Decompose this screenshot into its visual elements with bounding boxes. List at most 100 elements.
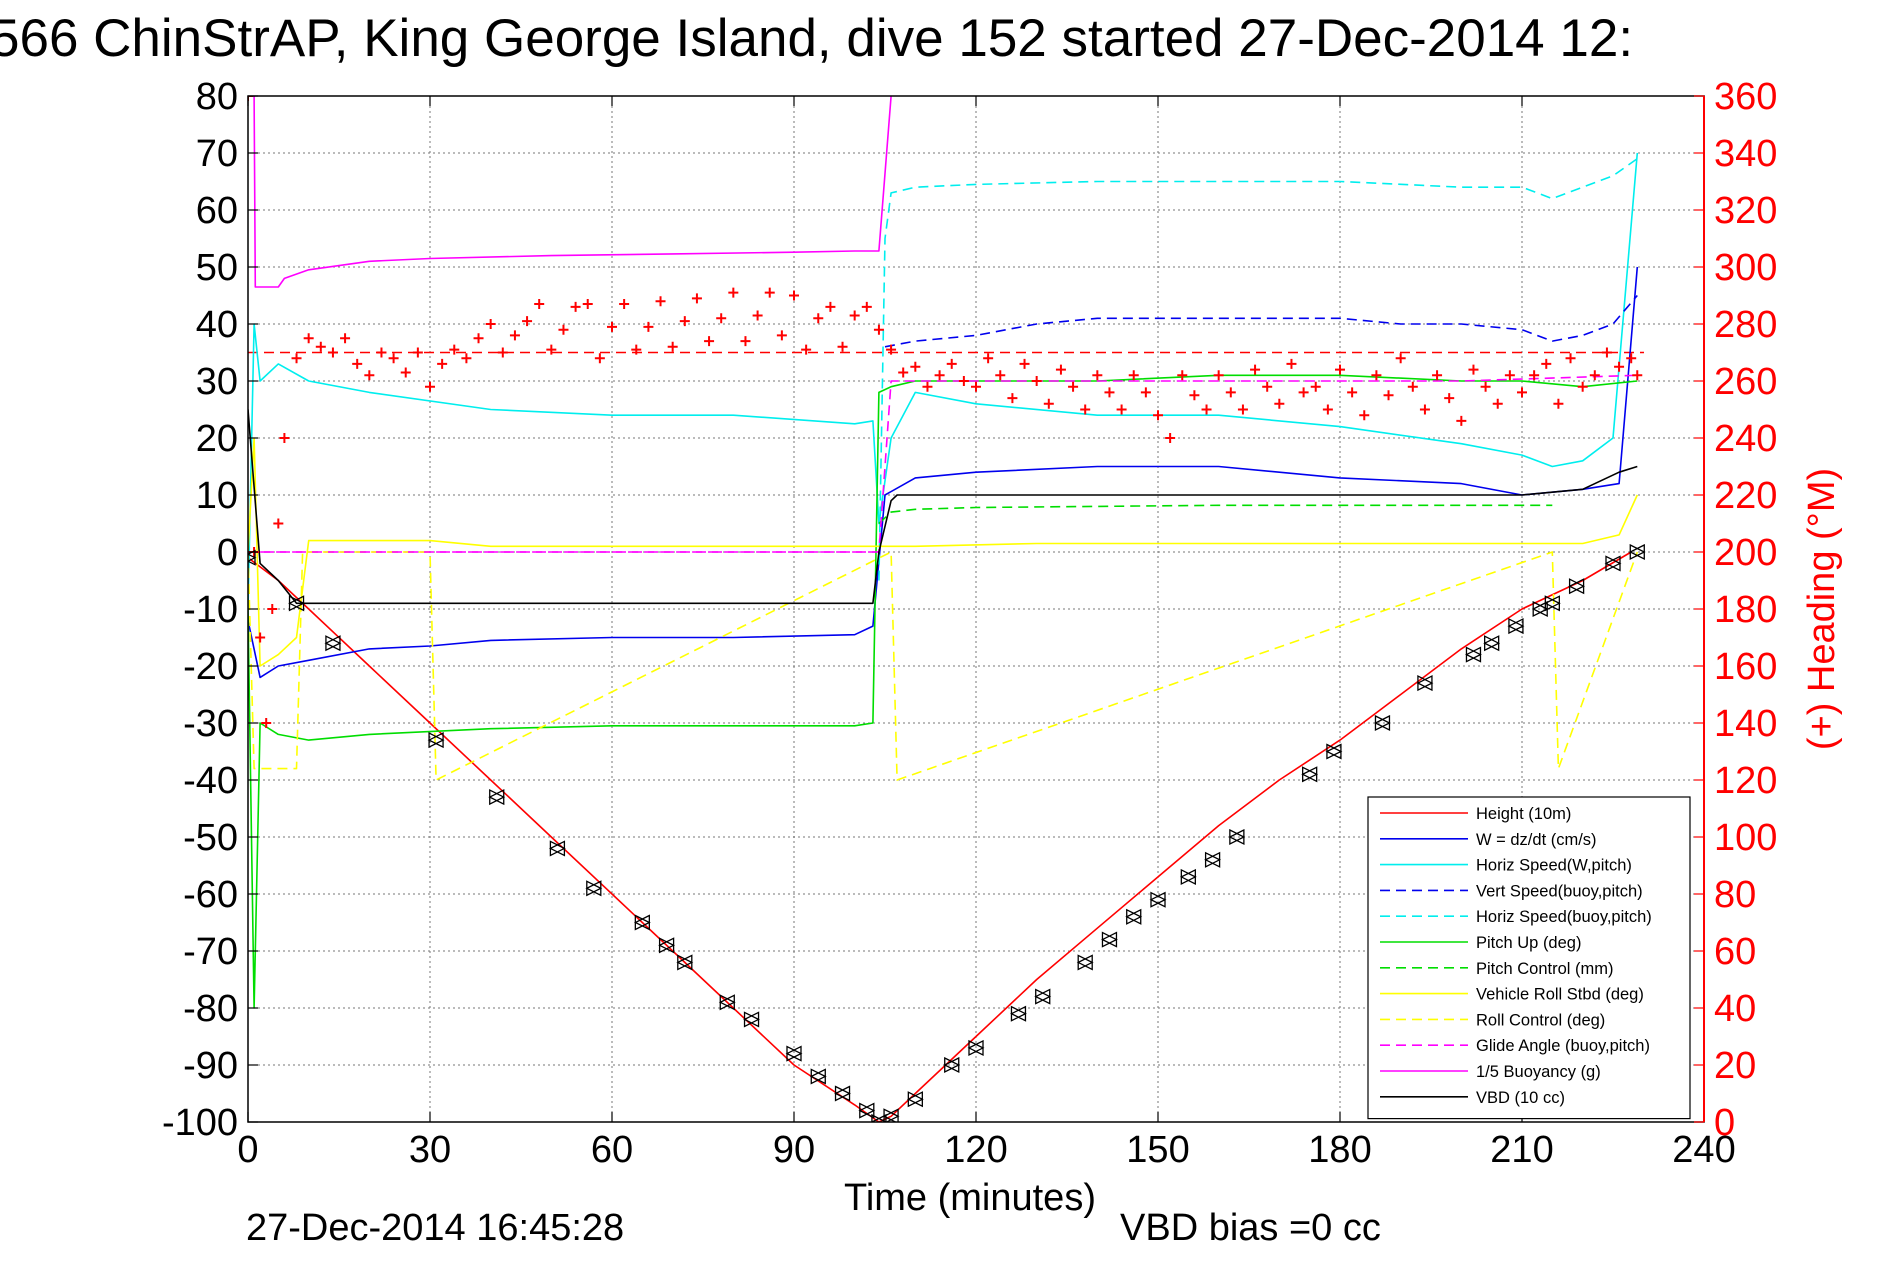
- depth-marker: [1101, 931, 1118, 948]
- depth-marker: [1416, 675, 1434, 692]
- heading-marker: [1092, 370, 1103, 381]
- heading-marker: [873, 324, 884, 335]
- heading-marker: [1177, 370, 1188, 381]
- y2-tick-label: 260: [1714, 361, 1777, 403]
- heading-marker: [1225, 387, 1236, 398]
- legend-label: Vert Speed(buoy,pitch): [1476, 882, 1643, 900]
- depth-marker: [1465, 646, 1482, 663]
- heading-marker: [1213, 370, 1224, 381]
- heading-marker: [1128, 370, 1139, 381]
- depth-marker: [834, 1085, 851, 1102]
- depth-marker: [1374, 714, 1391, 732]
- heading-marker: [1601, 347, 1612, 358]
- heading-marker: [764, 287, 775, 298]
- heading-marker: [1286, 358, 1297, 369]
- legend-label: Horiz Speed(buoy,pitch): [1476, 908, 1652, 926]
- heading-marker: [1359, 410, 1370, 421]
- heading-marker: [546, 344, 557, 355]
- heading-marker: [752, 310, 763, 321]
- heading-marker: [1407, 381, 1418, 392]
- y-tick-label: 80: [196, 76, 238, 118]
- heading-marker: [789, 290, 799, 301]
- heading-marker: [582, 299, 593, 310]
- depth-marker: [1543, 595, 1561, 612]
- heading-marker: [1492, 398, 1503, 409]
- legend-label: Horiz Speed(W,pitch): [1476, 857, 1632, 875]
- heading-marker: [1395, 353, 1406, 364]
- y-tick-label: -20: [183, 646, 238, 688]
- depth-marker: [1604, 555, 1622, 572]
- heading-marker: [425, 381, 435, 392]
- heading-marker: [594, 353, 605, 364]
- heading-marker: [340, 333, 351, 344]
- y-tick-label: 40: [196, 304, 238, 346]
- heading-marker: [534, 299, 545, 310]
- y2-tick-label: 220: [1714, 475, 1777, 517]
- depth-marker: [633, 914, 651, 931]
- depth-marker: [1149, 891, 1167, 908]
- heading-marker: [1310, 381, 1321, 392]
- heading-marker: [1165, 433, 1176, 443]
- heading-marker: [273, 518, 284, 529]
- heading-marker: [1080, 404, 1091, 415]
- heading-marker: [497, 347, 508, 358]
- heading-marker: [910, 361, 921, 372]
- axes: 0 30 60 90 120 150 180 210 24080706050403020100-…: [162, 76, 1777, 1171]
- heading-marker: [1116, 404, 1127, 415]
- heading-marker: [898, 367, 909, 378]
- heading-marker: [279, 433, 290, 443]
- y-tick-label: 60: [196, 190, 238, 232]
- heading-marker: [886, 344, 897, 355]
- heading-marker: [861, 301, 872, 312]
- heading-marker: [522, 316, 533, 327]
- heading-marker: [1068, 381, 1079, 392]
- heading-marker: [667, 341, 678, 352]
- heading-marker: [327, 347, 338, 358]
- heading-marker: [509, 330, 520, 341]
- y-tick-label: -70: [183, 931, 238, 973]
- heading-marker: [1274, 398, 1285, 409]
- y2-tick-label: 160: [1714, 646, 1777, 688]
- heading-marker: [1444, 393, 1455, 404]
- chart-title: 566 ChinStrAP, King George Island, dive …: [0, 9, 1633, 68]
- heading-marker: [1055, 364, 1066, 375]
- heading-marker: [922, 381, 933, 392]
- heading-marker: [1322, 404, 1333, 415]
- depth-marker: [882, 1108, 900, 1122]
- heading-marker: [691, 293, 702, 304]
- y2-tick-label: 80: [1714, 874, 1756, 916]
- heading-marker: [1031, 376, 1042, 386]
- y2-tick-label: 180: [1714, 589, 1777, 631]
- heading-marker: [837, 341, 848, 352]
- y2-tick-label: 40: [1714, 988, 1756, 1030]
- legend: Height (10m) W = dz/dt (cm/s) Horiz Speed(…: [1367, 796, 1691, 1120]
- y2-tick-label: 320: [1714, 190, 1777, 232]
- y2-tick-label: 200: [1714, 532, 1777, 574]
- heading-marker: [1335, 364, 1345, 375]
- heading-marker: [400, 367, 411, 378]
- depth-marker: [1204, 851, 1222, 868]
- heading-marker: [376, 347, 387, 358]
- footer-timestamp: 27-Dec-2014 16:45:28: [246, 1207, 624, 1249]
- legend-label: Height (10m): [1476, 805, 1571, 823]
- heading-marker: [643, 321, 654, 332]
- heading-marker: [825, 301, 836, 312]
- heading-marker: [473, 333, 484, 344]
- heading-marker: [1456, 415, 1467, 426]
- y-tick-label: 30: [196, 361, 238, 403]
- heading-marker: [558, 324, 569, 335]
- heading-marker: [740, 336, 751, 347]
- heading-marker: [388, 353, 399, 364]
- y2-axis-label: (+) Heading (°M): [1801, 468, 1843, 750]
- depth-marker: [548, 840, 566, 857]
- depth-marker: [585, 880, 603, 897]
- depth-marker: [427, 732, 445, 749]
- x-tick-label: 210: [1490, 1129, 1553, 1171]
- heading-marker: [1043, 398, 1054, 409]
- depth-marker: [1301, 766, 1319, 783]
- heading-marker: [958, 376, 969, 386]
- depth-marker: [1507, 618, 1525, 635]
- legend-label: Roll Control (deg): [1476, 1011, 1605, 1029]
- series-line-11: [248, 96, 892, 288]
- y-tick-label: -100: [162, 1102, 238, 1144]
